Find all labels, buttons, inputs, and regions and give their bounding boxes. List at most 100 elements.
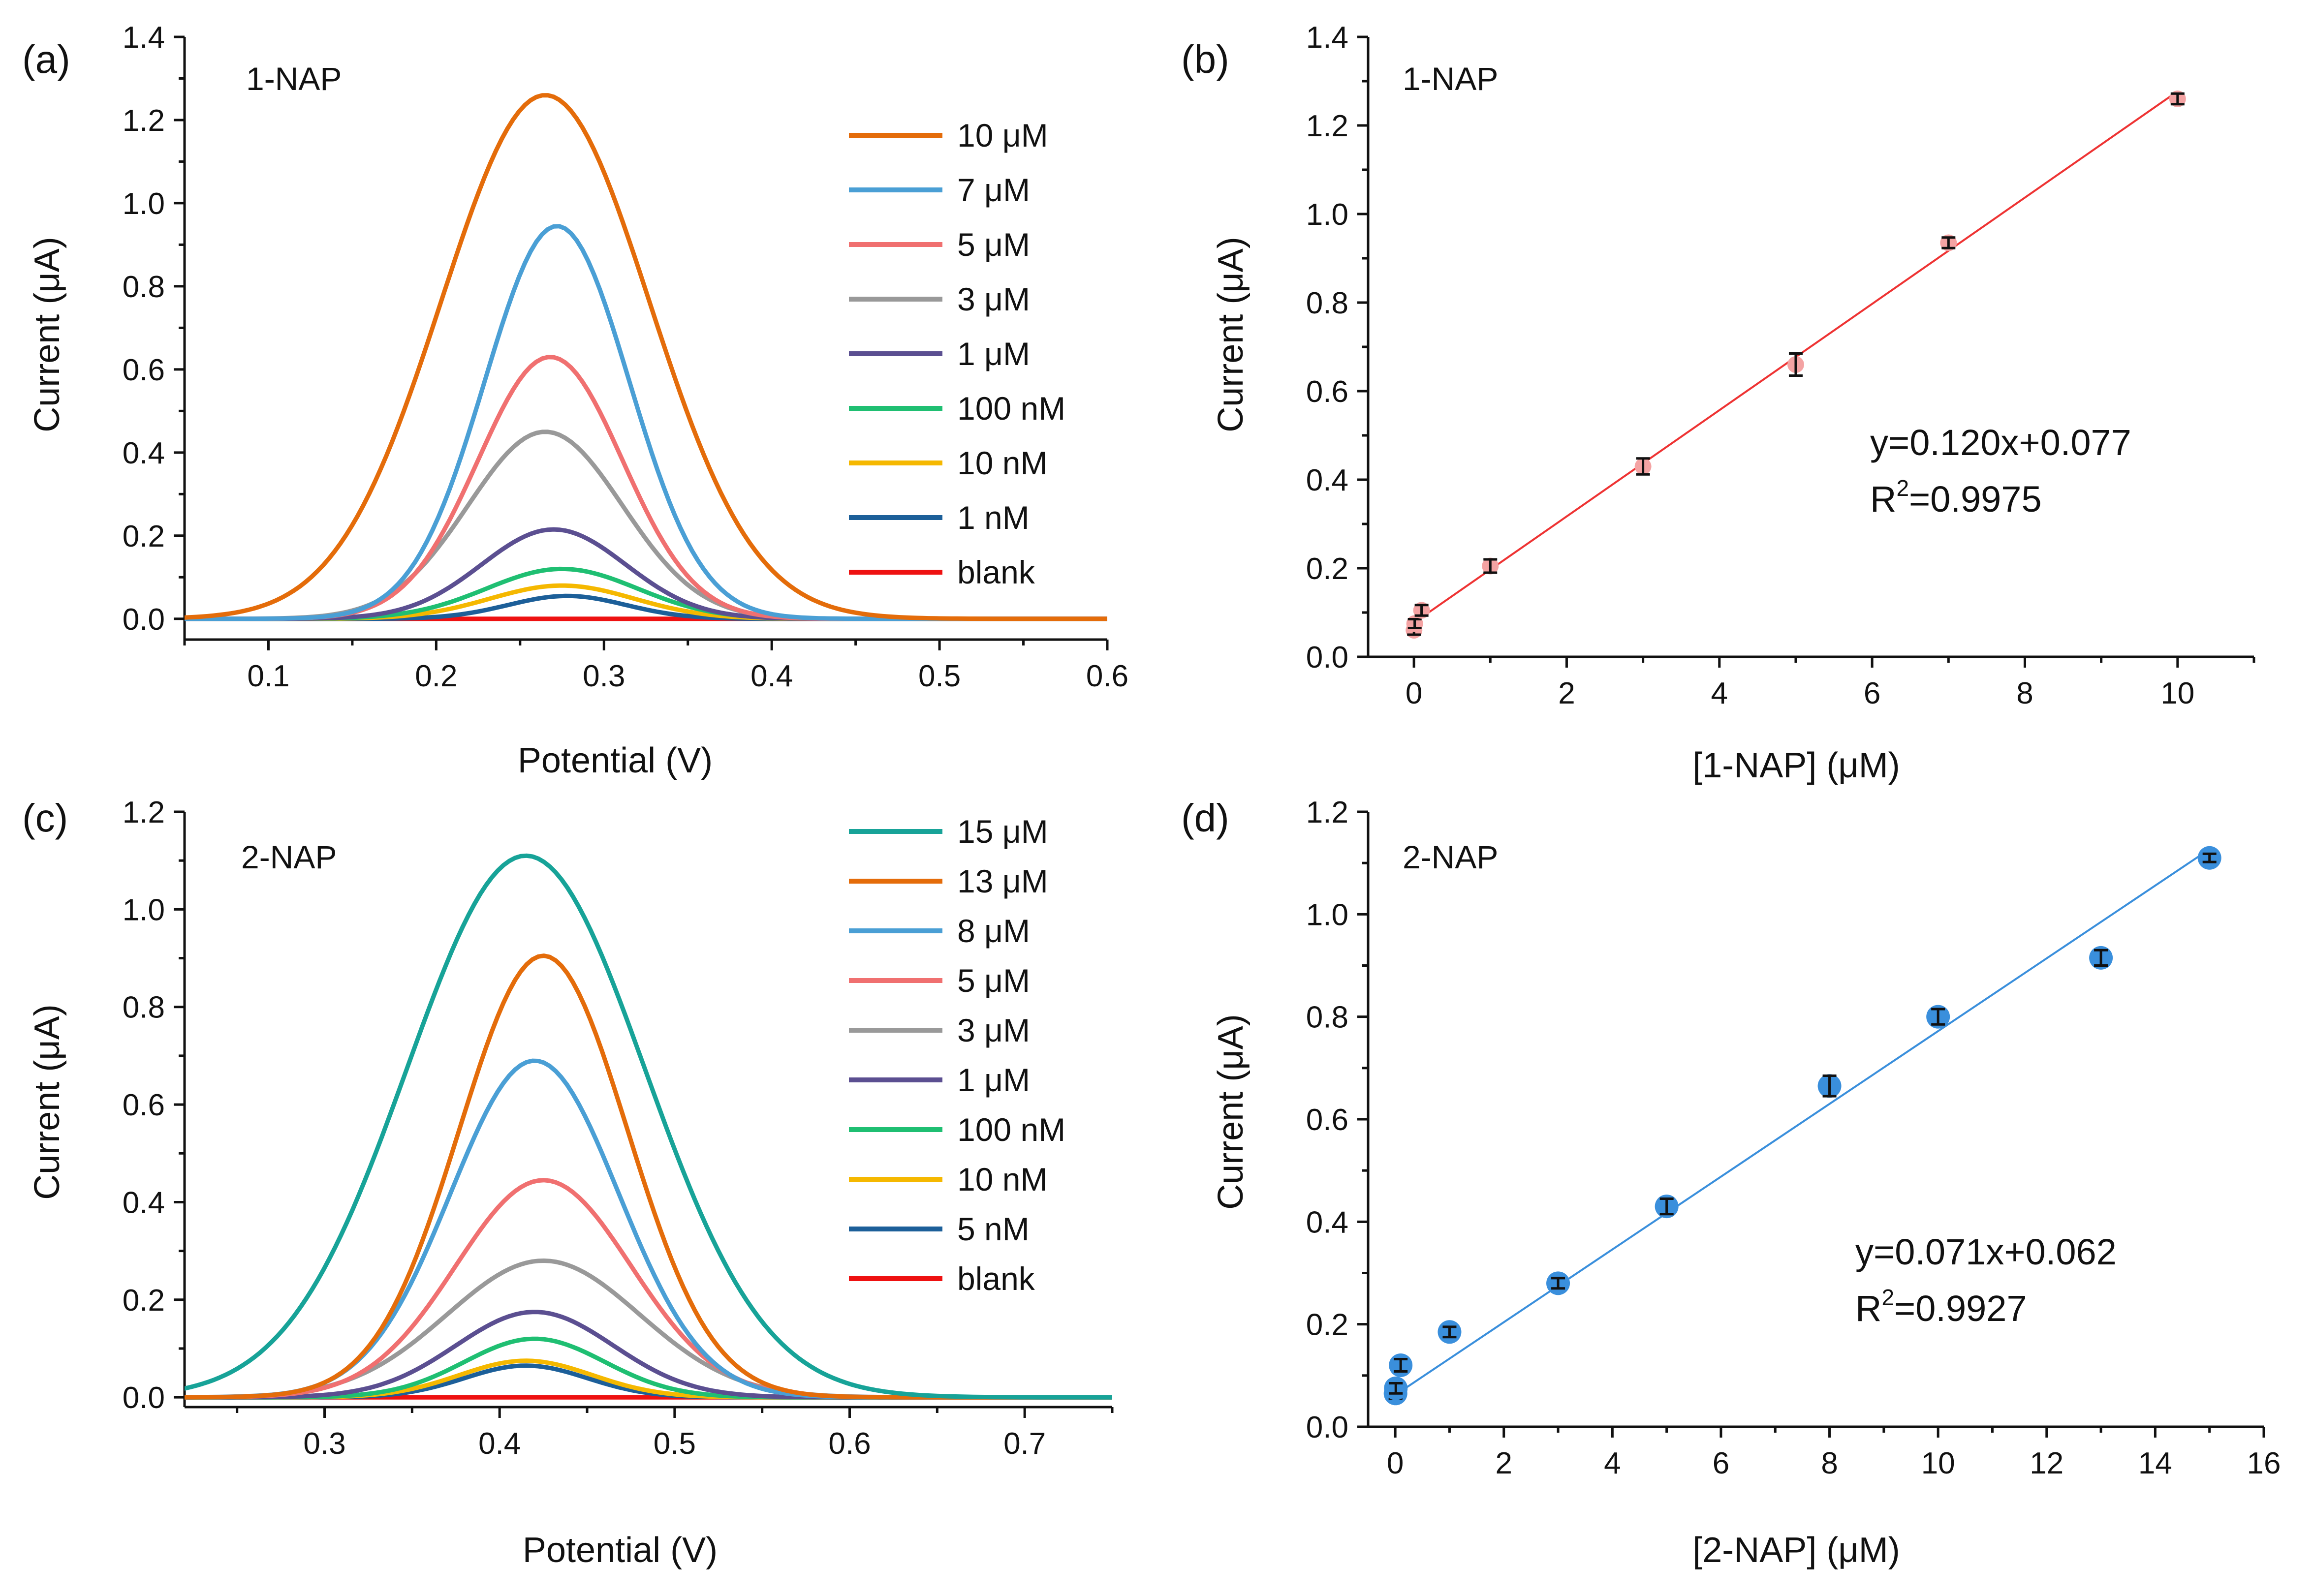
x-tick-label: 0.2: [415, 659, 457, 693]
error-bar: [1394, 1358, 1408, 1373]
panel-a-legend: 10 μM 7 μM 5 μM 3 μM 1 μM 100 nM 10 nM 1 nM blan…: [849, 117, 1065, 590]
x-tick-label: 4: [1711, 676, 1728, 710]
legend-label: 1 μM: [957, 336, 1030, 372]
error-bar: [1389, 1381, 1403, 1395]
error-bar: [1659, 1197, 1674, 1216]
legend-label: 10 nM: [957, 1161, 1047, 1197]
series-line-15-μM: [185, 853, 1112, 1400]
legend-label: 100 nM: [957, 390, 1065, 427]
legend-label: 5 μM: [957, 226, 1030, 263]
legend-label: 13 μM: [957, 863, 1048, 899]
panel-b-letter: (b): [1181, 37, 1229, 81]
panel-a-letter: (a): [22, 37, 70, 81]
error-bar: [1941, 236, 1956, 249]
y-tick-label: 0.0: [123, 1381, 165, 1415]
legend-label: 8 μM: [957, 913, 1030, 949]
panel-a-y-axis-title: Current (μA): [28, 237, 67, 432]
legend-label: blank: [957, 554, 1035, 590]
y-tick-label: 1.0: [1306, 898, 1348, 932]
legend-label: 5 μM: [957, 962, 1030, 999]
x-tick-label: 0.6: [1086, 659, 1128, 693]
y-tick-label: 1.4: [123, 21, 165, 55]
error-bar: [1414, 604, 1429, 617]
error-bar: [1407, 618, 1422, 629]
error-bar: [1636, 457, 1650, 476]
legend-label: 3 μM: [957, 281, 1030, 317]
y-tick-label: 0.6: [1306, 1103, 1348, 1137]
x-tick-label: 2: [1496, 1446, 1512, 1480]
error-bar: [2170, 92, 2185, 106]
legend-label: 10 nM: [957, 445, 1047, 481]
panel-c: (c) 2-NAP Potential (V) Current (μA) 0.3…: [22, 796, 1114, 1570]
y-tick-label: 1.2: [123, 796, 165, 829]
x-tick-label: 14: [2138, 1446, 2172, 1480]
x-tick-label: 0.6: [828, 1427, 871, 1461]
y-tick-label: 0.0: [123, 603, 165, 637]
y-tick-label: 0.4: [1306, 463, 1348, 497]
error-bar: [1551, 1277, 1565, 1290]
y-tick-label: 0.4: [123, 436, 165, 470]
y-tick-label: 0.8: [1306, 1001, 1348, 1035]
y-tick-label: 1.0: [1306, 198, 1348, 232]
panel-b-y-axis-title: Current (μA): [1211, 237, 1250, 432]
panel-b-plot-area: [1406, 91, 2186, 639]
y-tick-label: 0.8: [123, 270, 165, 304]
y-tick-label: 0.8: [1306, 286, 1348, 320]
y-tick-label: 0.6: [123, 353, 165, 387]
y-tick-label: 0.0: [1306, 641, 1348, 675]
panel-d-y-axis-title: Current (μA): [1211, 1014, 1250, 1210]
x-tick-label: 12: [2030, 1446, 2063, 1480]
panel-d-letter: (d): [1181, 796, 1229, 840]
legend-label: 15 μM: [957, 813, 1048, 850]
y-tick-label: 0.4: [1306, 1205, 1348, 1239]
x-tick-label: 16: [2247, 1446, 2281, 1480]
panel-d-x-axis-title: [2-NAP] (μM): [1692, 1531, 1900, 1570]
panel-b-fit-equation: y=0.120x+0.077: [1870, 422, 2131, 463]
legend-label: 1 nM: [957, 499, 1030, 536]
panel-a-plot-area: [185, 93, 1107, 621]
x-tick-label: 6: [1713, 1446, 1729, 1480]
x-tick-label: 4: [1604, 1446, 1621, 1480]
panel-d-fit-equation: y=0.071x+0.062: [1855, 1231, 2117, 1272]
y-tick-label: 0.2: [1306, 552, 1348, 586]
error-bar: [1788, 352, 1803, 377]
y-tick-label: 1.2: [1306, 796, 1348, 829]
y-tick-label: 1.0: [123, 187, 165, 221]
panel-c-x-axis-title: Potential (V): [523, 1531, 718, 1570]
panel-a-ticks: 0.1 0.2 0.3 0.4 0.5 0.6 0.0 0.2 0.4 0.6 0.8 1.0 1.2 1…: [123, 21, 1128, 693]
panel-a: (a) 1-NAP Potential (V) Current (μA) 0.1…: [22, 21, 1128, 780]
legend-label: 100 nM: [957, 1111, 1065, 1148]
legend-label: 7 μM: [957, 172, 1030, 208]
error-bar: [1483, 558, 1498, 574]
panel-d-plot-area: [1383, 846, 2221, 1406]
x-tick-label: 0: [1387, 1446, 1404, 1480]
panel-c-y-axis-title: Current (μA): [28, 1004, 67, 1200]
panel-d-title: 2-NAP: [1403, 839, 1498, 875]
panel-b-title: 1-NAP: [1403, 61, 1498, 97]
x-tick-label: 0.4: [750, 659, 793, 693]
y-tick-label: 0.6: [1306, 375, 1348, 409]
legend-label: 10 μM: [957, 117, 1048, 153]
y-tick-label: 0.6: [123, 1088, 165, 1122]
x-tick-label: 0.7: [1003, 1427, 1046, 1461]
x-tick-label: 8: [1821, 1446, 1838, 1480]
y-tick-label: 1.2: [123, 104, 165, 138]
y-tick-label: 1.0: [123, 893, 165, 927]
legend-label: 5 nM: [957, 1211, 1030, 1247]
y-tick-label: 0.4: [123, 1186, 165, 1220]
error-bar: [1442, 1325, 1457, 1339]
panel-a-curves: [185, 93, 1107, 621]
x-tick-label: 8: [2016, 676, 2033, 710]
x-tick-label: 0.5: [654, 1427, 696, 1461]
y-tick-label: 1.4: [1306, 21, 1348, 55]
legend-label: blank: [957, 1260, 1035, 1297]
error-bar: [1822, 1074, 1837, 1098]
panel-b-x-axis-title: [1-NAP] (μM): [1692, 746, 1900, 785]
x-tick-label: 10: [2160, 676, 2194, 710]
x-tick-label: 6: [1864, 676, 1880, 710]
series-line-10-μM: [185, 93, 1107, 621]
legend-label: 3 μM: [957, 1012, 1030, 1048]
x-tick-label: 2: [1558, 676, 1575, 710]
x-tick-label: 10: [1921, 1446, 1955, 1480]
